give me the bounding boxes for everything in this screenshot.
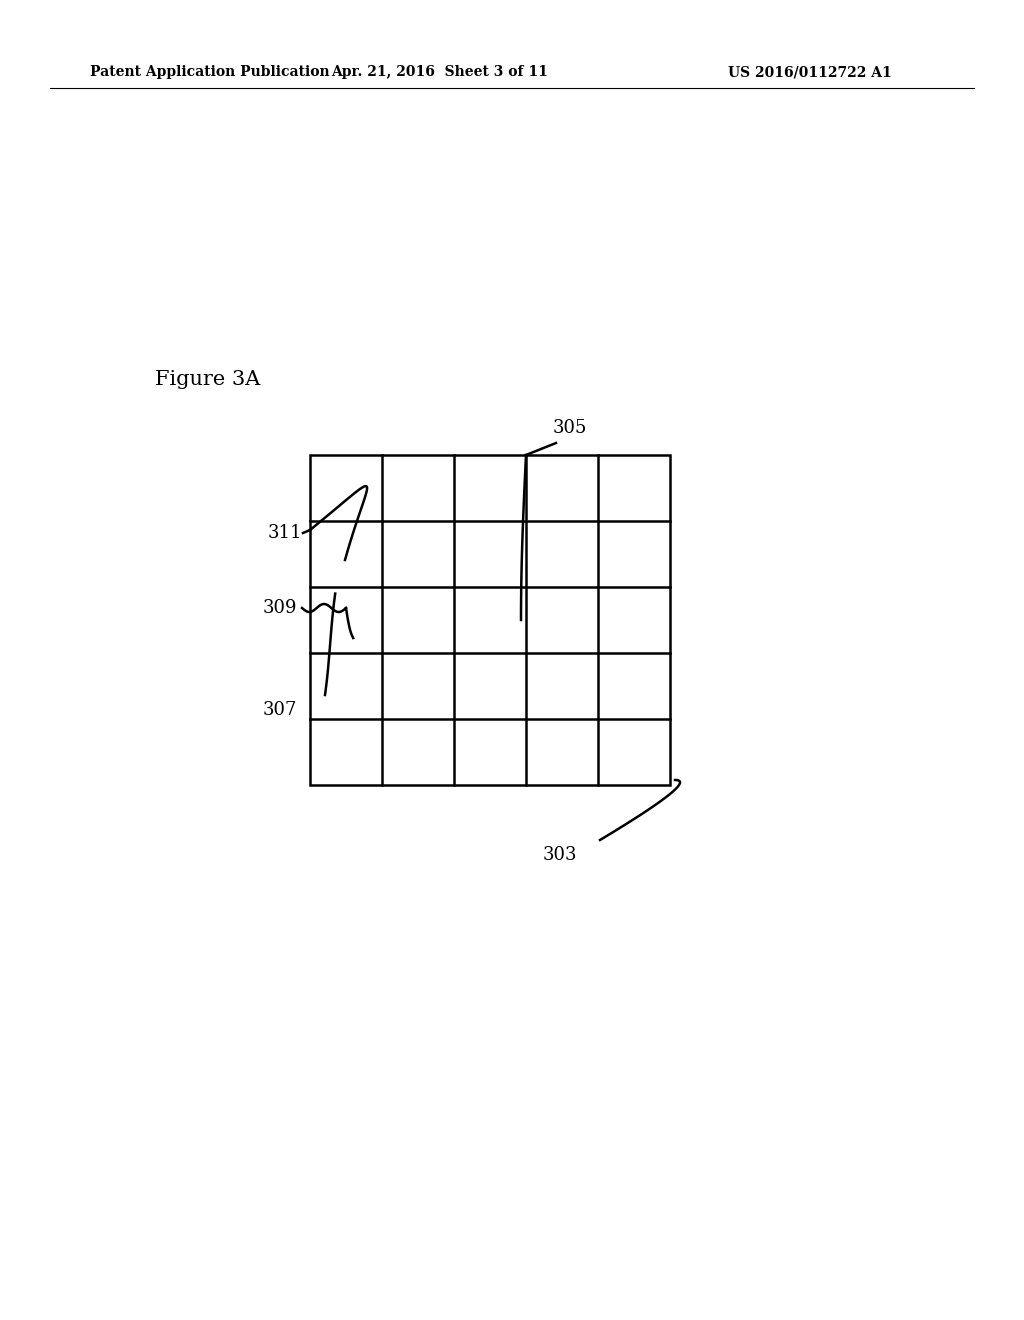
Bar <box>310 455 670 785</box>
Text: Figure 3A: Figure 3A <box>155 370 260 389</box>
Text: Apr. 21, 2016  Sheet 3 of 11: Apr. 21, 2016 Sheet 3 of 11 <box>332 65 549 79</box>
Text: 303: 303 <box>543 846 578 865</box>
Text: 311: 311 <box>267 524 302 543</box>
Text: 307: 307 <box>263 701 297 719</box>
Text: 309: 309 <box>263 599 297 616</box>
Text: US 2016/0112722 A1: US 2016/0112722 A1 <box>728 65 892 79</box>
Text: 305: 305 <box>553 418 587 437</box>
Text: Patent Application Publication: Patent Application Publication <box>90 65 330 79</box>
